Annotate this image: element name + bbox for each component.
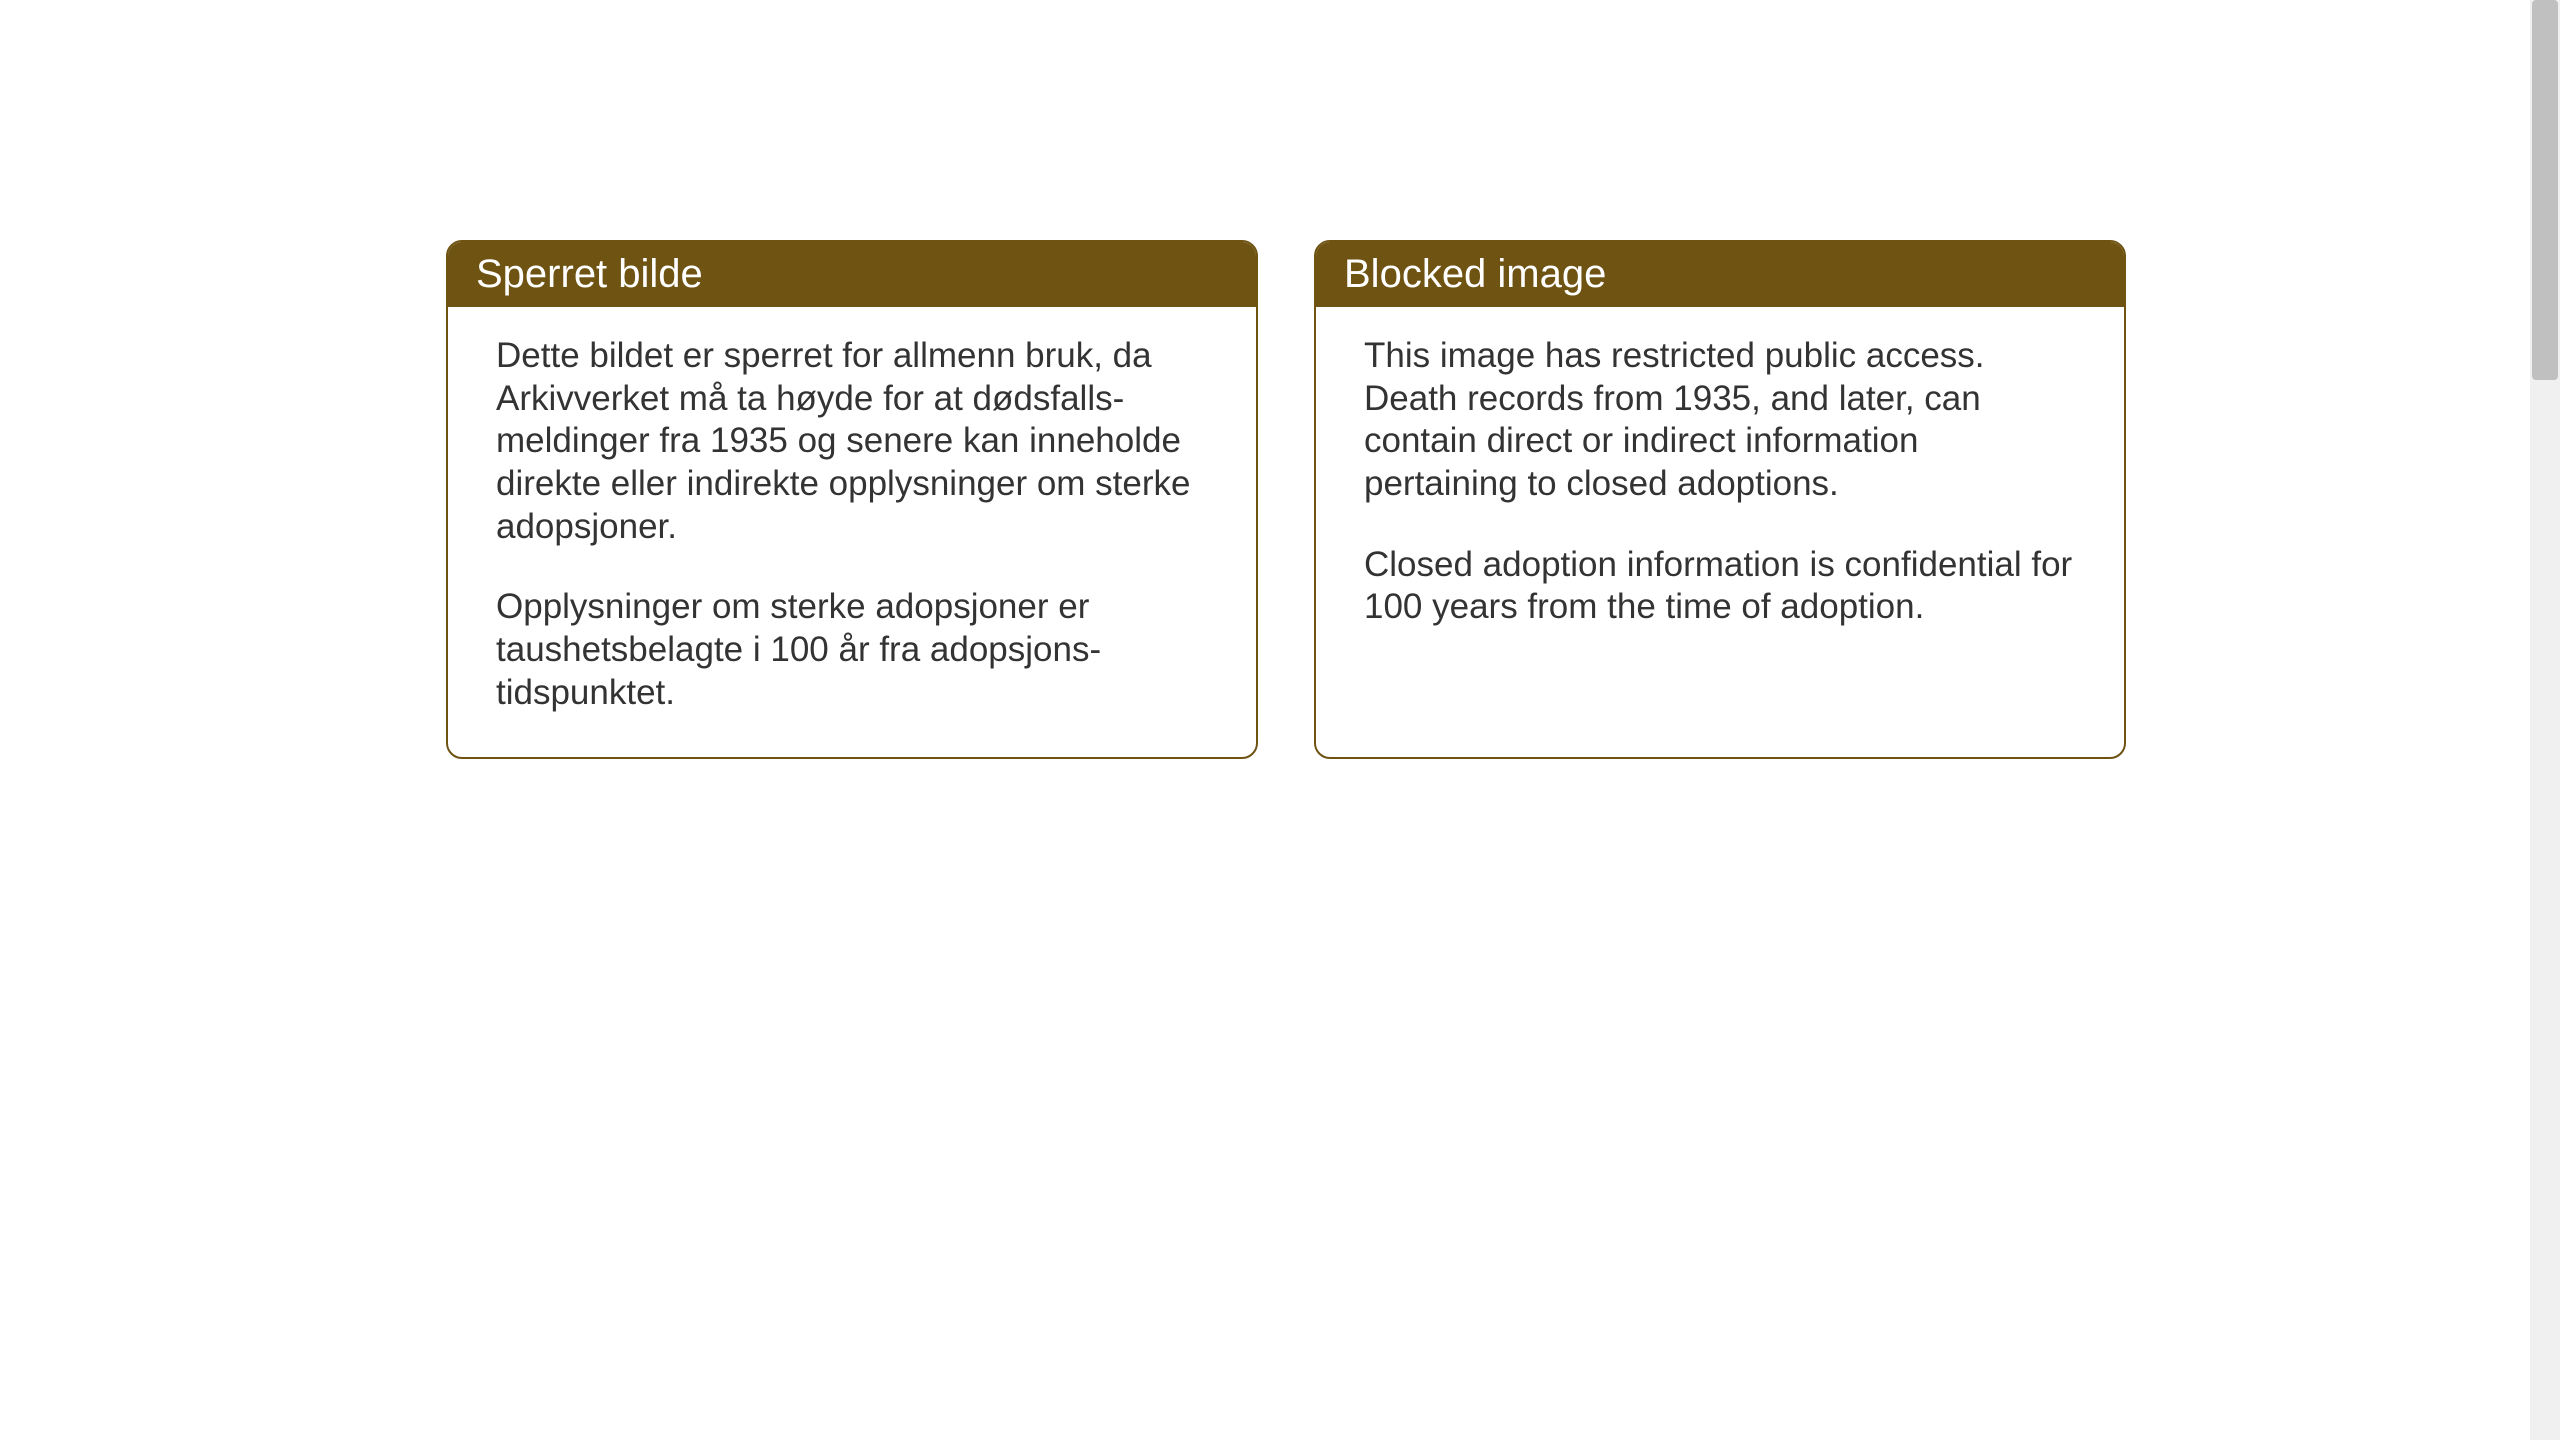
english-card-title: Blocked image <box>1344 252 1606 296</box>
scrollbar-track[interactable] <box>2530 0 2560 1440</box>
english-card: Blocked image This image has restricted … <box>1314 240 2126 759</box>
norwegian-card-body: Dette bildet er sperret for allmenn bruk… <box>448 307 1256 757</box>
english-card-header: Blocked image <box>1316 242 2124 307</box>
english-paragraph-1: This image has restricted public access.… <box>1364 335 2076 506</box>
english-paragraph-2: Closed adoption information is confident… <box>1364 544 2076 629</box>
norwegian-card-title: Sperret bilde <box>476 252 703 296</box>
norwegian-paragraph-1: Dette bildet er sperret for allmenn bruk… <box>496 335 1208 548</box>
norwegian-card: Sperret bilde Dette bildet er sperret fo… <box>446 240 1258 759</box>
cards-container: Sperret bilde Dette bildet er sperret fo… <box>446 240 2126 759</box>
norwegian-paragraph-2: Opplysninger om sterke adopsjoner er tau… <box>496 586 1208 714</box>
scrollbar-thumb[interactable] <box>2532 0 2558 380</box>
english-card-body: This image has restricted public access.… <box>1316 307 2124 757</box>
norwegian-card-header: Sperret bilde <box>448 242 1256 307</box>
